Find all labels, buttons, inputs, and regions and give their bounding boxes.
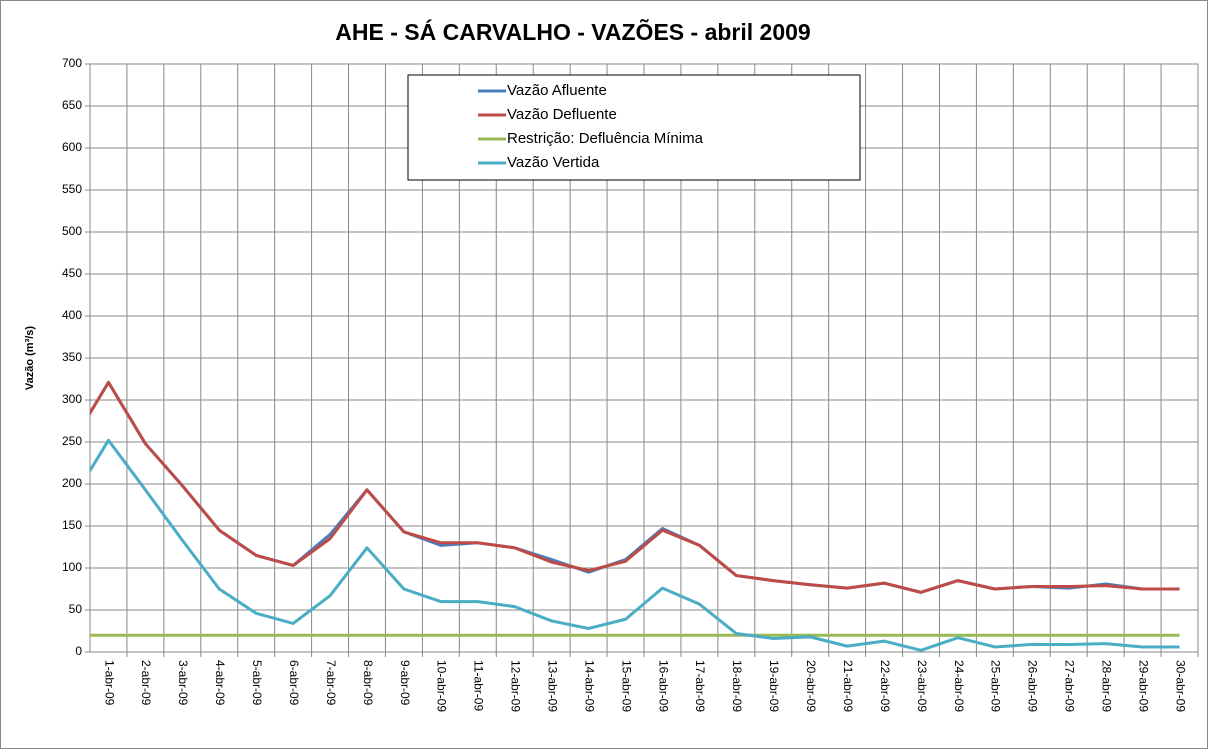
y-tick-label: 550 [62, 182, 82, 196]
y-tick-label: 650 [62, 98, 82, 112]
x-tick-label: 9-abr-09 [398, 660, 412, 706]
x-tick-label: 24-abr-09 [952, 660, 966, 712]
series-line [90, 380, 1180, 594]
y-tick-label: 250 [62, 434, 82, 448]
x-tick-label: 14-abr-09 [582, 660, 596, 712]
x-tick-label: 11-abr-09 [472, 660, 486, 711]
y-tick-label: 450 [62, 266, 82, 280]
x-tick-label: 5-abr-09 [250, 660, 264, 706]
y-tick-label: 100 [62, 560, 82, 574]
x-tick-label: 30-abr-09 [1173, 660, 1187, 712]
legend-label: Vazão Defluente [507, 106, 617, 123]
x-tick-label: 13-abr-09 [545, 660, 559, 712]
legend-label: Vazão Afluente [507, 82, 607, 99]
legend-label: Restrição: Defluência Mínima [507, 130, 704, 147]
x-tick-label: 26-abr-09 [1026, 660, 1040, 712]
x-tick-label: 16-abr-09 [656, 660, 670, 712]
x-tick-label: 8-abr-09 [361, 660, 375, 706]
y-tick-label: 50 [69, 602, 83, 616]
legend-label: Vazão Vertida [507, 154, 600, 171]
y-tick-label: 500 [62, 224, 82, 238]
x-tick-label: 25-abr-09 [989, 660, 1003, 712]
x-tick-label: 6-abr-09 [287, 660, 301, 706]
y-axis-label: Vazão (m³/s) [24, 326, 36, 391]
x-tick-label: 29-abr-09 [1136, 660, 1150, 712]
x-tick-label: 20-abr-09 [804, 660, 818, 712]
y-tick-label: 400 [62, 308, 82, 322]
x-tick-label: 3-abr-09 [176, 660, 190, 706]
series-line [90, 438, 1180, 652]
x-tick-label: 7-abr-09 [324, 660, 338, 706]
x-tick-label: 2-abr-09 [139, 660, 153, 706]
x-tick-label: 27-abr-09 [1063, 660, 1077, 712]
x-tick-label: 22-abr-09 [878, 660, 892, 712]
x-tick-label: 15-abr-09 [619, 660, 633, 712]
x-tick-label: 4-abr-09 [213, 660, 227, 706]
y-tick-label: 600 [62, 140, 82, 154]
x-tick-label: 28-abr-09 [1099, 660, 1113, 712]
y-tick-label: 350 [62, 350, 82, 364]
series-group [90, 380, 1180, 652]
x-tick-label: 10-abr-09 [435, 660, 449, 712]
x-tick-label: 12-abr-09 [509, 660, 523, 712]
x-tick-label: 19-abr-09 [767, 660, 781, 712]
x-tick-label: 1-abr-09 [102, 660, 116, 706]
x-tick-label: 21-abr-09 [841, 660, 855, 712]
x-tick-label: 17-abr-09 [693, 660, 707, 712]
x-tick-label: 18-abr-09 [730, 660, 744, 712]
chart-title: AHE - SÁ CARVALHO - VAZÕES - abril 2009 [335, 18, 810, 45]
y-tick-label: 0 [75, 644, 82, 658]
x-tick-label: 23-abr-09 [915, 660, 929, 712]
y-tick-label: 700 [62, 56, 82, 70]
y-tick-label: 300 [62, 392, 82, 406]
legend-box [407, 74, 861, 181]
y-tick-label: 200 [62, 476, 82, 490]
y-tick-label: 150 [62, 518, 82, 532]
